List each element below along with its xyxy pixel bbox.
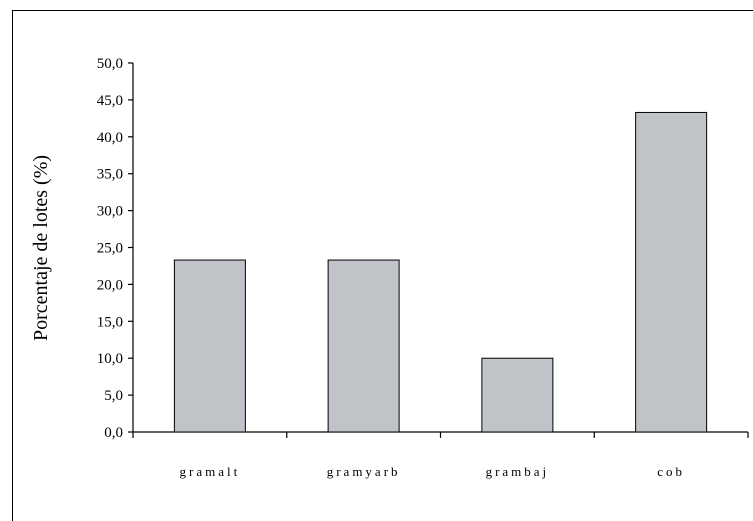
y-axis-title: Porcentaje de lotes (%) xyxy=(30,155,52,341)
y-tick-label: 50,0 xyxy=(97,56,123,72)
y-tick-label: 0,0 xyxy=(104,425,123,441)
y-tick-label: 45,0 xyxy=(97,93,123,109)
y-tick-label: 15,0 xyxy=(97,314,123,330)
bar-grambaj xyxy=(481,357,554,433)
bar-gramyarb xyxy=(327,259,400,433)
bar-cob xyxy=(635,111,708,433)
bar-gramalt xyxy=(173,259,246,433)
x-category-label: gramalt xyxy=(180,464,241,479)
y-tick-label: 25,0 xyxy=(97,241,123,257)
y-tick-label: 20,0 xyxy=(97,277,123,293)
y-tick-label: 10,0 xyxy=(97,351,123,367)
plot-area: 0,0 5,0 10,0 15,0 20,0 25,0 30,0 35,0 40,0 45,0 50… xyxy=(97,56,749,479)
y-tick-label: 30,0 xyxy=(97,204,123,220)
x-category-label: cob xyxy=(657,464,685,479)
y-tick-label: 40,0 xyxy=(97,130,123,146)
y-tick-label: 35,0 xyxy=(97,167,123,183)
x-category-label: grambaj xyxy=(486,464,550,479)
x-category-label: gramyarb xyxy=(327,464,401,479)
y-tick-label: 5,0 xyxy=(104,388,123,404)
